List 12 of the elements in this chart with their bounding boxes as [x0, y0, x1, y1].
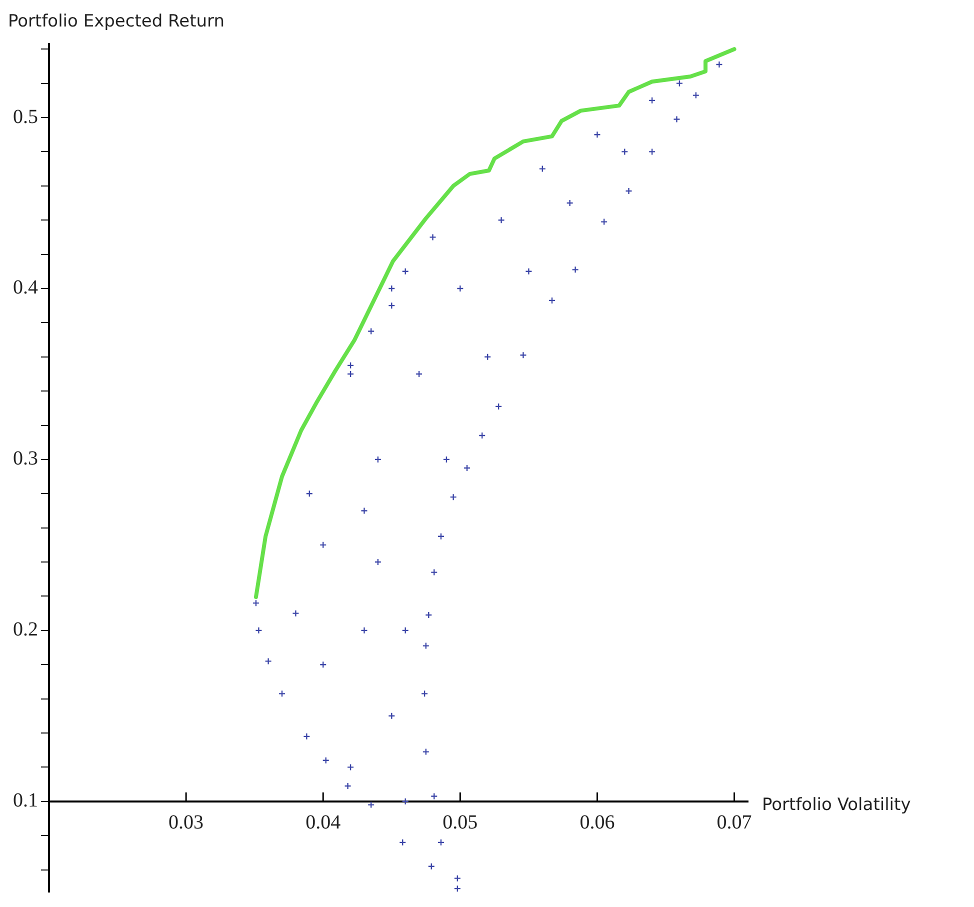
x-tick-label: 0.06	[580, 812, 615, 834]
x-tick-label: 0.03	[168, 812, 204, 834]
x-axis-title: Portfolio Volatility	[762, 794, 911, 815]
y-tick-label: 0.4	[13, 276, 38, 299]
y-tick-label: 0.5	[13, 106, 38, 128]
y-tick-label: 0.2	[13, 618, 38, 641]
y-tick-label: 0.3	[13, 448, 38, 470]
x-tick-label: 0.07	[716, 812, 752, 834]
y-tick-label: 0.1	[13, 790, 38, 812]
x-tick-label: 0.05	[442, 812, 478, 834]
x-tick-label: 0.04	[306, 812, 341, 834]
y-axis-title: Portfolio Expected Return	[8, 11, 224, 32]
